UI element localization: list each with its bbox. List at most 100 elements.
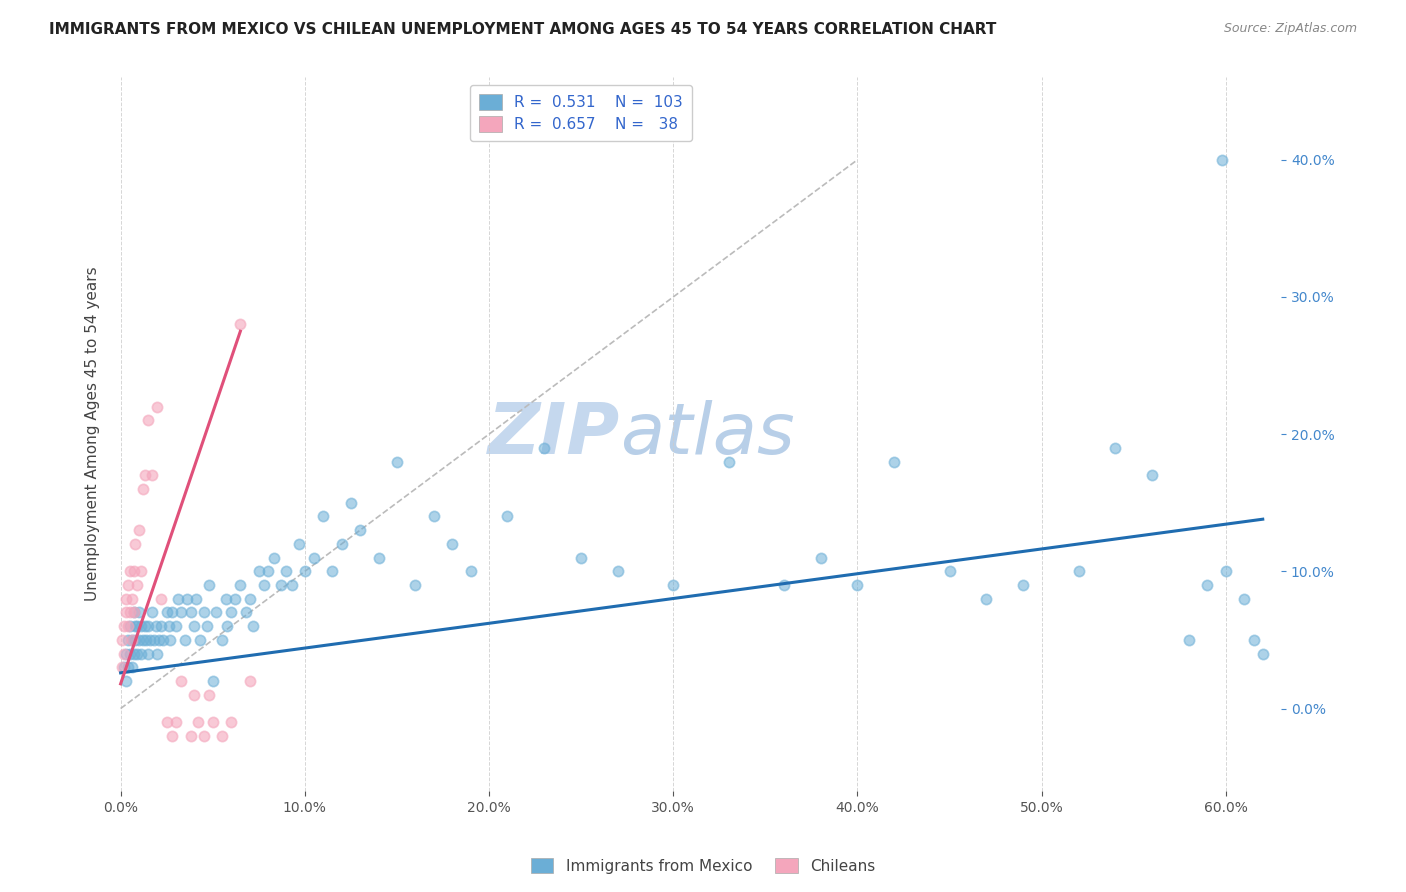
Point — [166, 591, 188, 606]
Point — [1211, 153, 1233, 167]
Point — [270, 578, 292, 592]
Point — [229, 318, 252, 332]
Point — [288, 537, 311, 551]
Point — [129, 647, 152, 661]
Point — [607, 565, 630, 579]
Point — [183, 619, 205, 633]
Point — [1243, 632, 1265, 647]
Point — [148, 632, 170, 647]
Point — [1251, 647, 1274, 661]
Point — [124, 632, 146, 647]
Point — [170, 606, 193, 620]
Point — [441, 537, 464, 551]
Point — [112, 647, 135, 661]
Point — [122, 606, 145, 620]
Point — [146, 400, 169, 414]
Point — [134, 619, 156, 633]
Text: Source: ZipAtlas.com: Source: ZipAtlas.com — [1223, 22, 1357, 36]
Point — [112, 619, 135, 633]
Point — [294, 565, 316, 579]
Point — [121, 632, 143, 647]
Point — [883, 454, 905, 468]
Point — [496, 509, 519, 524]
Point — [145, 619, 167, 633]
Point — [118, 606, 141, 620]
Point — [112, 660, 135, 674]
Point — [186, 591, 208, 606]
Point — [165, 715, 187, 730]
Point — [195, 619, 218, 633]
Point — [160, 606, 183, 620]
Point — [976, 591, 998, 606]
Point — [302, 550, 325, 565]
Point — [201, 715, 224, 730]
Point — [129, 619, 152, 633]
Point — [569, 550, 592, 565]
Point — [180, 729, 202, 743]
Point — [156, 715, 179, 730]
Point — [121, 660, 143, 674]
Point — [156, 606, 179, 620]
Point — [239, 674, 262, 689]
Point — [810, 550, 832, 565]
Legend: Immigrants from Mexico, Chileans: Immigrants from Mexico, Chileans — [524, 852, 882, 880]
Point — [115, 606, 138, 620]
Point — [127, 647, 149, 661]
Point — [132, 482, 155, 496]
Point — [253, 578, 276, 592]
Point — [124, 537, 146, 551]
Point — [118, 619, 141, 633]
Point — [134, 468, 156, 483]
Point — [1140, 468, 1163, 483]
Point — [330, 537, 353, 551]
Point — [1067, 565, 1090, 579]
Point — [187, 715, 209, 730]
Point — [128, 606, 150, 620]
Point — [141, 606, 163, 620]
Point — [214, 591, 236, 606]
Point — [115, 647, 138, 661]
Point — [115, 674, 138, 689]
Point — [157, 619, 180, 633]
Point — [717, 454, 740, 468]
Point — [165, 619, 187, 633]
Point — [385, 454, 408, 468]
Point — [176, 591, 198, 606]
Point — [276, 565, 298, 579]
Point — [662, 578, 685, 592]
Point — [211, 632, 233, 647]
Point — [193, 606, 215, 620]
Point — [460, 565, 482, 579]
Point — [217, 619, 239, 633]
Point — [205, 606, 228, 620]
Point — [1233, 591, 1256, 606]
Point — [117, 619, 139, 633]
Point — [193, 729, 215, 743]
Point — [1197, 578, 1219, 592]
Point — [135, 632, 157, 647]
Point — [124, 619, 146, 633]
Point — [211, 729, 233, 743]
Point — [160, 729, 183, 743]
Point — [159, 632, 181, 647]
Point — [219, 606, 242, 620]
Point — [340, 496, 363, 510]
Point — [117, 660, 139, 674]
Point — [219, 715, 242, 730]
Point — [235, 606, 257, 620]
Point — [136, 413, 159, 427]
Point — [128, 523, 150, 537]
Point — [146, 647, 169, 661]
Point — [242, 619, 264, 633]
Point — [136, 619, 159, 633]
Point — [180, 606, 202, 620]
Point — [533, 441, 555, 455]
Point — [136, 647, 159, 661]
Point — [1104, 441, 1126, 455]
Point — [150, 619, 173, 633]
Point — [117, 578, 139, 592]
Point — [423, 509, 446, 524]
Point — [122, 647, 145, 661]
Point — [312, 509, 335, 524]
Legend: R =  0.531    N =  103, R =  0.657    N =   38: R = 0.531 N = 103, R = 0.657 N = 38 — [470, 85, 692, 142]
